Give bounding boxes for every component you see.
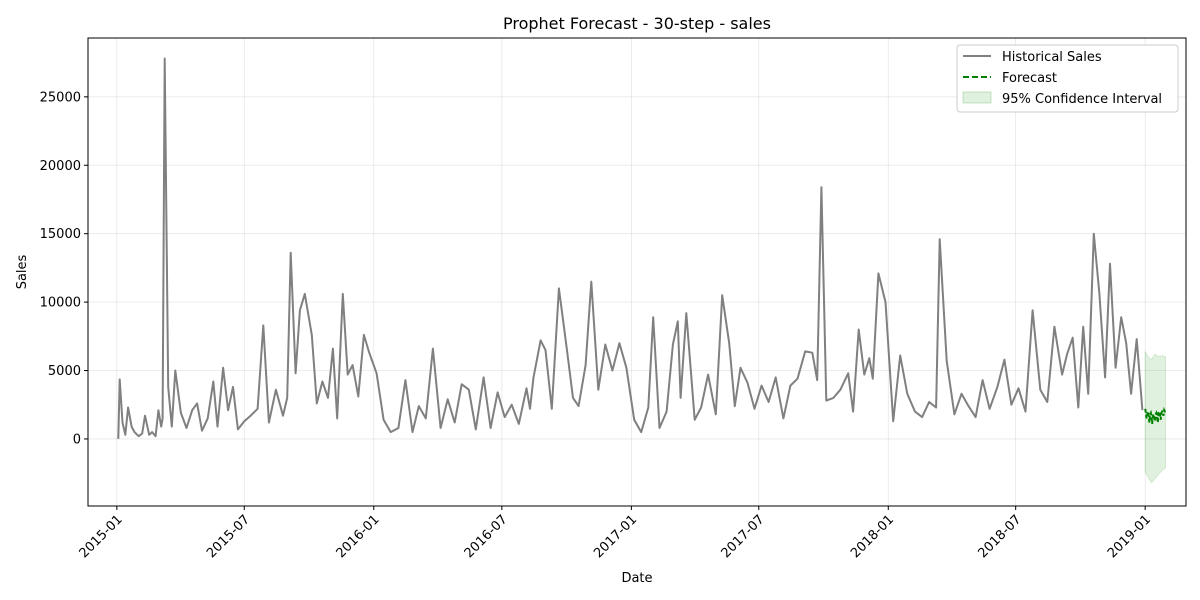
y-tick-label: 20000 [40, 159, 81, 174]
chart-title: Prophet Forecast - 30-step - sales [503, 14, 771, 33]
legend-box [956, 44, 1179, 113]
legend-ci-swatch [962, 91, 992, 104]
y-tick-label: 5000 [48, 364, 81, 379]
forecast-series [1144, 406, 1166, 425]
legend-forecast-label: Forecast [1002, 71, 1057, 86]
x-axis-label: Date [621, 571, 652, 586]
forecast-line [1144, 406, 1166, 425]
y-tick-label: 15000 [40, 227, 81, 242]
grid-lines [88, 38, 1186, 506]
y-tick-label: 0 [73, 432, 81, 447]
plot-frame [87, 37, 1187, 507]
legend: Historical Sales Forecast 95% Confidence… [956, 44, 1179, 113]
y-axis-label: Sales [15, 254, 30, 289]
historical-sales-line [117, 57, 1144, 439]
y-axis-ticks: 0 5000 10000 15000 20000 25000 [40, 90, 88, 447]
y-tick-label: 25000 [40, 90, 81, 105]
y-tick-label: 10000 [40, 296, 81, 311]
legend-historical-label: Historical Sales [1002, 50, 1102, 65]
legend-ci-label: 95% Confidence Interval [1002, 92, 1162, 107]
historical-sales-series [117, 57, 1144, 439]
